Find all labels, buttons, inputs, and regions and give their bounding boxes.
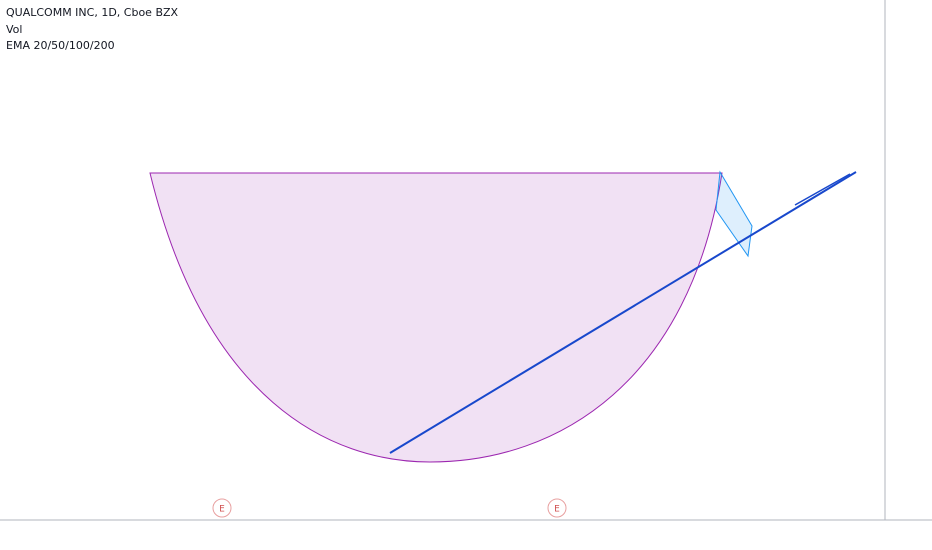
event-marker[interactable] xyxy=(547,498,567,518)
event-marker[interactable] xyxy=(212,498,232,518)
flag-pattern xyxy=(715,170,753,258)
event-label: E xyxy=(554,505,560,515)
event-label: E xyxy=(219,505,225,515)
price-axis xyxy=(885,0,932,550)
trend-line xyxy=(794,173,851,206)
events: E E xyxy=(212,498,567,518)
legend-ema: EMA 20/50/100/200 xyxy=(6,39,115,52)
trend-line xyxy=(389,171,857,454)
legend-volume: Vol xyxy=(6,23,22,36)
chart-title: QUALCOMM INC, 1D, Cboe BZX xyxy=(6,6,179,19)
cup-pattern xyxy=(149,172,723,463)
time-axis xyxy=(0,520,932,550)
